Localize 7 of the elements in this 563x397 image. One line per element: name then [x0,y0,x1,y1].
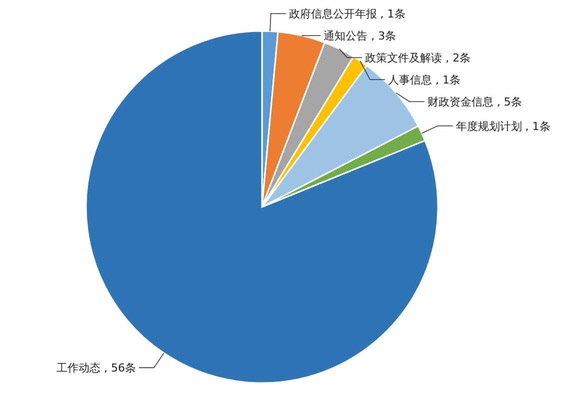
slice-label: 工作动态 , 56条 [56,362,136,375]
slice-label: 年度规划计划 , 1条 [456,120,550,133]
slice-label: 政府信息公开年报 , 1条 [288,8,406,21]
slice-label: 政策文件及解读 , 2条 [365,52,471,65]
slice-label: 人事信息 , 1条 [388,74,461,87]
slice-label: 通知公告 , 3条 [324,30,396,43]
slice-label: 财政资金信息 , 5条 [427,96,522,109]
